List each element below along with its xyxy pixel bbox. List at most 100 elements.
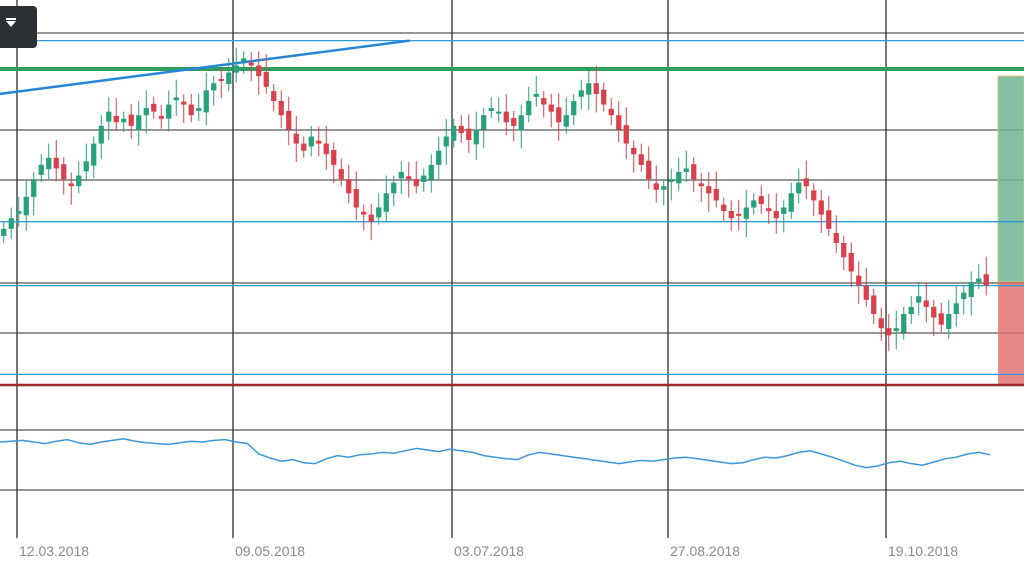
x-tick-label: 19.10.2018: [888, 543, 958, 559]
candle-body: [916, 296, 922, 303]
candle-body: [548, 104, 554, 112]
candle-body: [38, 164, 44, 175]
dropdown-chevron-icon: [6, 21, 16, 27]
candle-body: [713, 189, 719, 201]
x-tick-label: 27.08.2018: [670, 543, 740, 559]
candle-body: [871, 295, 877, 314]
stop-zone[interactable]: [998, 282, 1024, 385]
candle-body: [901, 314, 907, 333]
candle-body: [533, 93, 539, 97]
candle-body: [61, 164, 67, 180]
candle-body: [661, 186, 667, 190]
candle-body: [398, 172, 404, 179]
candle-body: [541, 98, 547, 105]
candle-body: [923, 300, 929, 307]
candle-body: [676, 172, 682, 184]
candle-body: [848, 252, 854, 272]
candle-body: [623, 125, 629, 144]
candle-body: [833, 233, 839, 243]
candle-body: [736, 213, 742, 216]
chart-menu-button[interactable]: [0, 6, 37, 48]
candle-body: [706, 186, 712, 194]
candle-body: [316, 140, 322, 144]
candle-body: [563, 115, 569, 127]
candle-body: [218, 78, 224, 81]
chart-grid: [0, 0, 1024, 538]
candle-body: [248, 62, 254, 66]
horizontal-levels[interactable]: [0, 39, 1024, 387]
candle-body: [488, 108, 494, 111]
candle-body: [331, 149, 337, 165]
candle-body: [428, 164, 434, 180]
candle-body: [46, 157, 52, 170]
candle-body: [683, 168, 689, 172]
candle-body: [908, 306, 914, 314]
oscillator-line: [0, 438, 991, 469]
candle-body: [578, 90, 584, 97]
candle-body: [76, 175, 82, 187]
candle-body: [931, 306, 937, 318]
candle-body: [758, 196, 764, 204]
candle-body: [593, 83, 599, 94]
candle-body: [166, 104, 172, 119]
candle-body: [788, 193, 794, 212]
candle-body: [293, 133, 299, 144]
candle-body: [383, 193, 389, 212]
candle-body: [233, 65, 239, 73]
candle-body: [766, 208, 772, 212]
candle-body: [196, 108, 202, 111]
oscillator-series: [0, 438, 991, 469]
candle-body: [811, 190, 817, 201]
candlestick-series: [1, 47, 989, 351]
candle-body: [98, 125, 104, 144]
candle-body: [781, 207, 787, 214]
candle-body: [53, 157, 59, 169]
candle-body: [376, 207, 382, 218]
candle-body: [946, 314, 952, 329]
candle-body: [668, 179, 674, 182]
candle-body: [983, 274, 989, 286]
candle-body: [496, 111, 502, 114]
candle-body: [256, 65, 262, 77]
candle-body: [511, 118, 517, 126]
candle-body: [16, 211, 22, 214]
candle-body: [818, 200, 824, 215]
candle-body: [286, 110, 292, 130]
candle-body: [938, 313, 944, 325]
candle-body: [721, 204, 727, 212]
candle-body: [691, 164, 697, 180]
candle-body: [503, 111, 509, 123]
candle-body: [181, 101, 187, 105]
candle-body: [368, 214, 374, 222]
candle-body: [83, 161, 89, 172]
position-zones: [997, 75, 1024, 385]
trendline[interactable]: [0, 39, 410, 96]
candle-body: [308, 136, 314, 147]
candle-body: [631, 147, 637, 155]
candle-body: [773, 211, 779, 219]
candle-body: [481, 115, 487, 130]
x-tick-label: 12.03.2018: [19, 543, 89, 559]
candle-body: [451, 125, 457, 141]
candle-body: [608, 108, 614, 116]
candle-body: [211, 83, 217, 91]
candle-body: [826, 210, 832, 229]
candle-body: [863, 285, 869, 300]
candle-body: [601, 89, 607, 105]
candle-body: [8, 218, 14, 229]
candle-body: [796, 182, 802, 194]
candle-body: [301, 143, 307, 151]
candle-body: [361, 211, 367, 215]
x-axis-ticks: 12.03.2018 09.05.2018 03.07.2018 27.08.2018…: [19, 543, 958, 559]
candle-body: [436, 150, 442, 165]
candle-body: [271, 91, 277, 101]
candle-body: [31, 179, 37, 197]
candle-body: [698, 183, 704, 187]
target-zone[interactable]: [997, 75, 1024, 283]
candle-body: [406, 176, 412, 180]
candle-body: [616, 115, 622, 130]
candle-body: [158, 115, 164, 119]
candle-body: [728, 211, 734, 219]
candle-body: [226, 72, 232, 84]
